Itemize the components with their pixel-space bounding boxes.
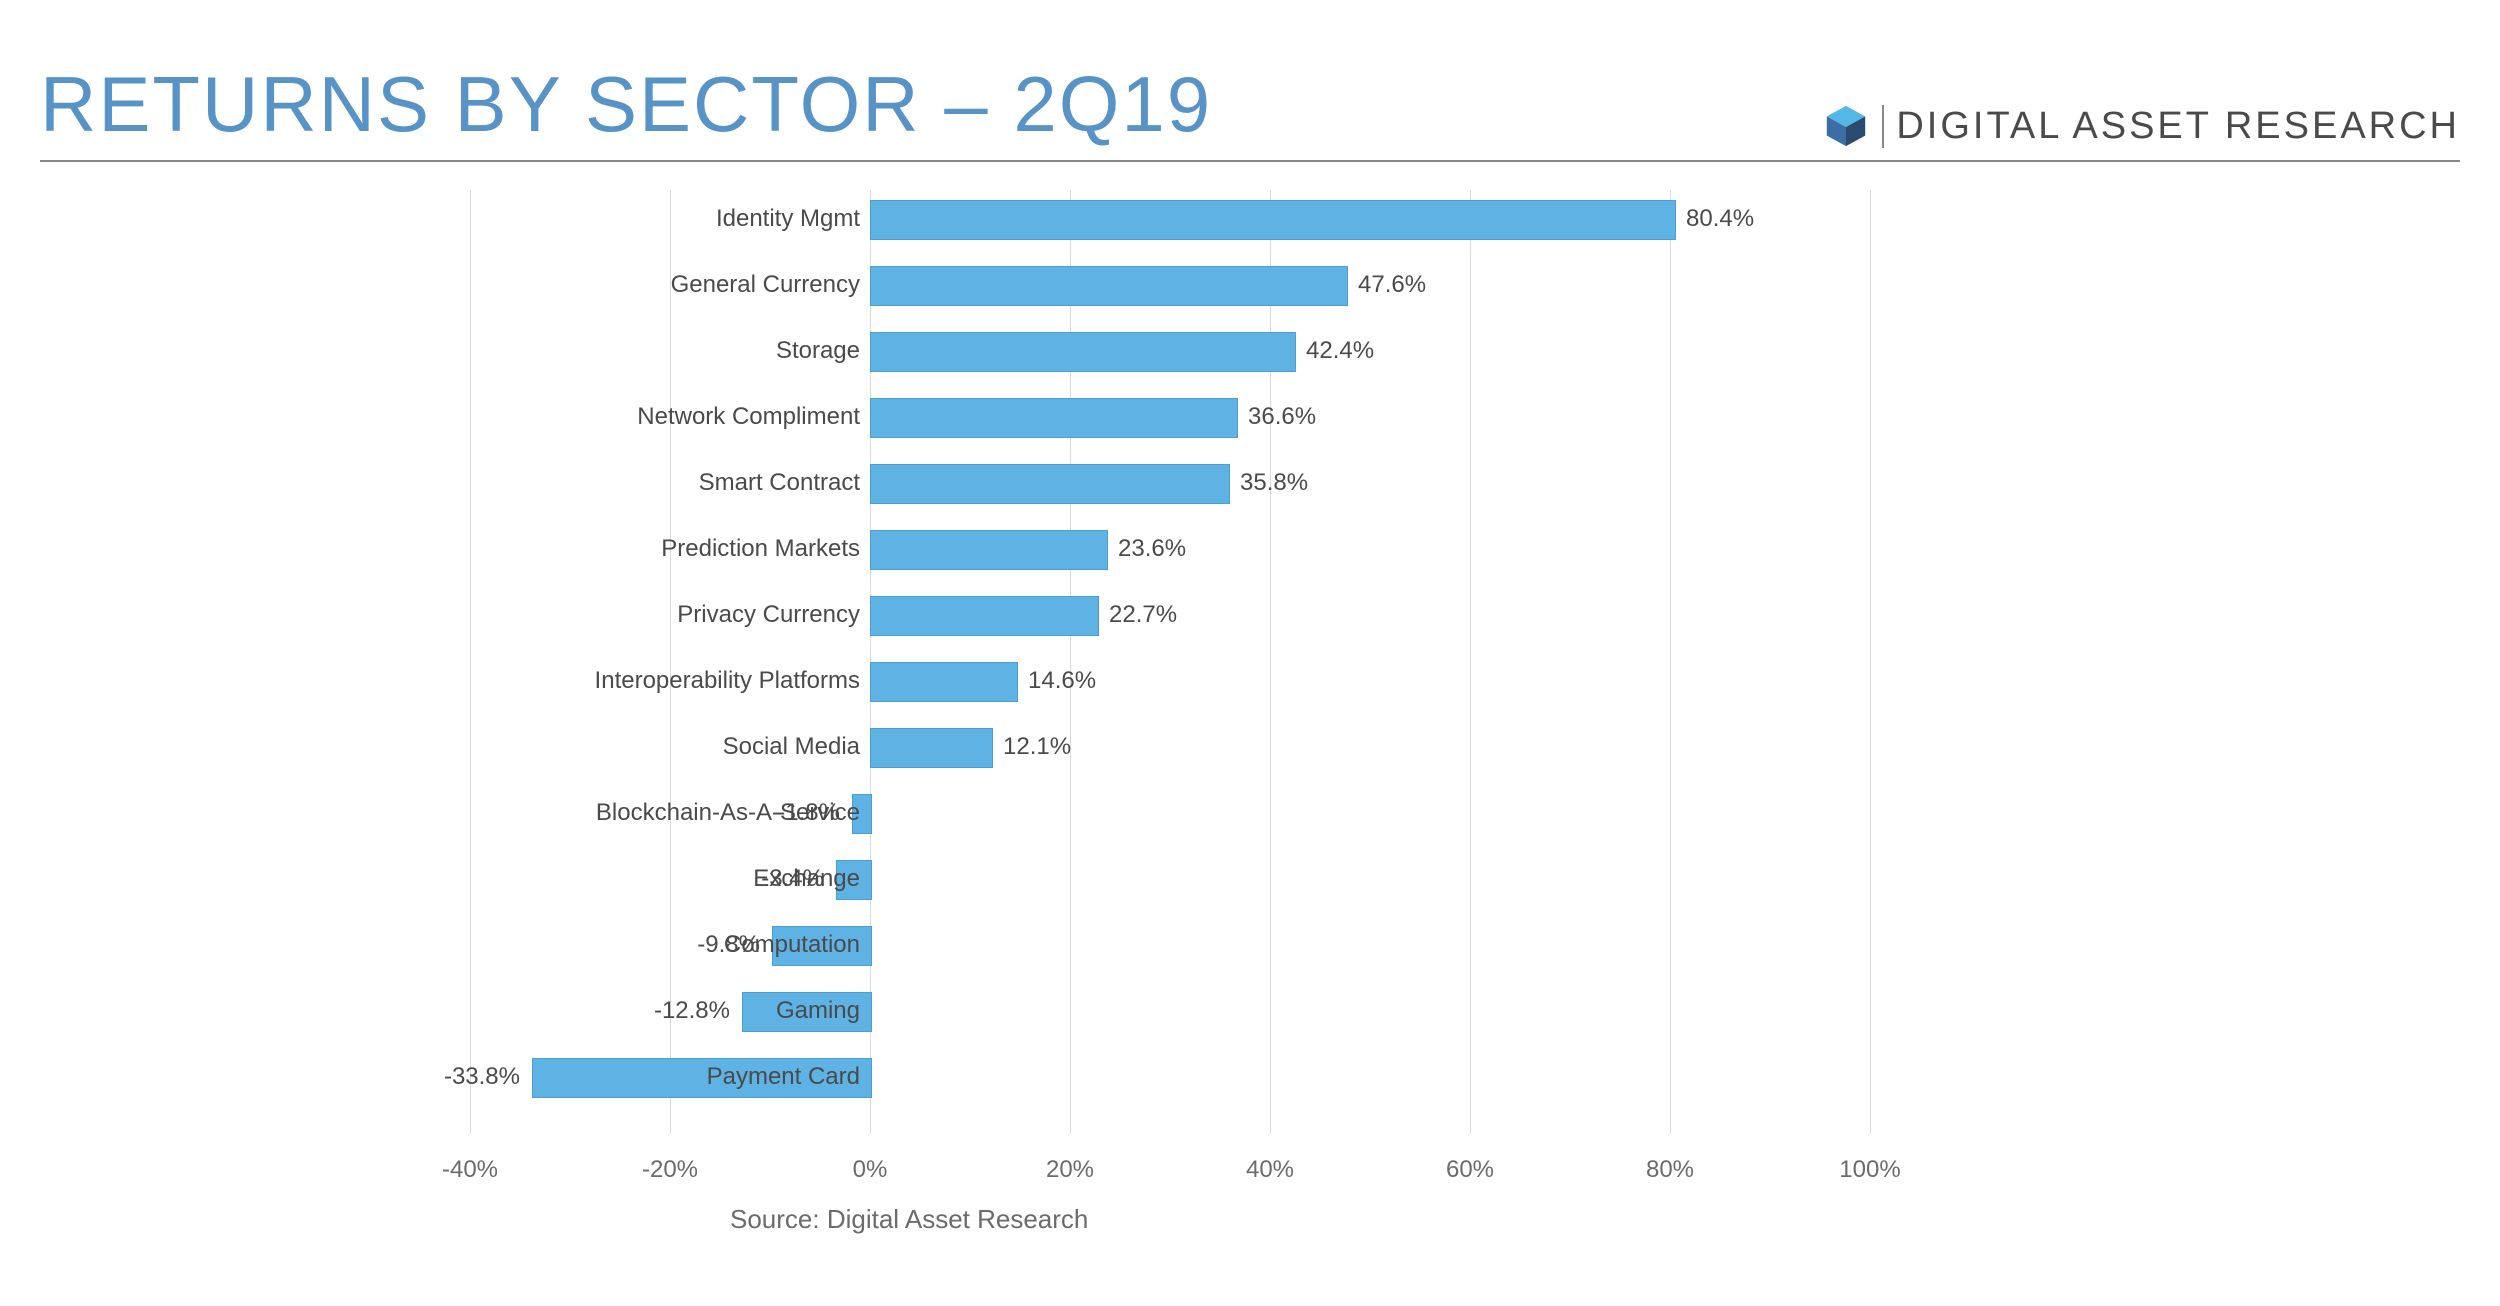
chart-row: Interoperability Platforms 14.6% [470, 662, 1870, 700]
chart-row: Payment Card-33.8% [470, 1058, 1870, 1096]
chart-category-label: Interoperability Platforms [595, 667, 860, 695]
chart-bar [870, 464, 1230, 504]
chart-row: Storage 42.4% [470, 332, 1870, 370]
chart-value-label: -33.8% [444, 1063, 520, 1091]
cube-logo-icon [1822, 102, 1870, 150]
chart-bar [870, 728, 993, 768]
chart-x-tick-label: 100% [1839, 1156, 1900, 1184]
chart-category-label: Network Compliment [637, 403, 860, 431]
chart-row: Identity Mgmt 80.4% [470, 200, 1870, 238]
chart-value-label: -9.8% [697, 931, 760, 959]
slide-header: RETURNS BY SECTOR – 2Q19 DIGITAL ASSET R… [40, 30, 2460, 162]
chart-x-tick-label: -20% [642, 1156, 698, 1184]
brand: DIGITAL ASSET RESEARCH [1822, 102, 2460, 150]
chart-x-tick-label: 40% [1246, 1156, 1294, 1184]
returns-chart: -40%-20%0%20%40%60%80%100%Identity Mgmt8… [470, 190, 1870, 1184]
chart-value-label: 80.4% [1686, 205, 1754, 233]
chart-bar [870, 200, 1676, 240]
chart-row: Computation-9.8% [470, 926, 1870, 964]
chart-bar [870, 530, 1108, 570]
chart-row: General Currency 47.6% [470, 266, 1870, 304]
chart-row: Prediction Markets 23.6% [470, 530, 1870, 568]
source-text: Source: Digital Asset Research [730, 1204, 1088, 1235]
chart-category-label: Smart Contract [699, 469, 860, 497]
chart-category-label: Storage [776, 337, 860, 365]
chart-row: Network Compliment 36.6% [470, 398, 1870, 436]
brand-text: DIGITAL ASSET RESEARCH [1882, 105, 2460, 148]
chart-gridline [1870, 190, 1871, 1134]
chart-value-label: 47.6% [1358, 271, 1426, 299]
chart-category-label: Payment Card [707, 1063, 860, 1091]
chart-bar [870, 596, 1099, 636]
chart-x-tick-label: 60% [1446, 1156, 1494, 1184]
page-title: RETURNS BY SECTOR – 2Q19 [40, 59, 1212, 150]
chart-bar [870, 398, 1238, 438]
chart-bar [870, 662, 1018, 702]
chart-row: Privacy Currency 22.7% [470, 596, 1870, 634]
chart-category-label: Prediction Markets [661, 535, 860, 563]
chart-value-label: 22.7% [1109, 601, 1177, 629]
chart-value-label: 14.6% [1028, 667, 1096, 695]
chart-row: Smart Contract 35.8% [470, 464, 1870, 502]
slide: RETURNS BY SECTOR – 2Q19 DIGITAL ASSET R… [0, 0, 2500, 1306]
chart-value-label: 36.6% [1248, 403, 1316, 431]
chart-row: Exchange-3.4% [470, 860, 1870, 898]
chart-x-tick-label: -40% [442, 1156, 498, 1184]
chart-bar [870, 266, 1348, 306]
chart-value-label: -3.4% [761, 865, 824, 893]
chart-row: Blockchain-As-A-Service-1.8% [470, 794, 1870, 832]
chart-x-tick-label: 20% [1046, 1156, 1094, 1184]
chart-value-label: 35.8% [1240, 469, 1308, 497]
chart-value-label: -12.8% [654, 997, 730, 1025]
chart-value-label: 42.4% [1306, 337, 1374, 365]
chart-x-tick-label: 80% [1646, 1156, 1694, 1184]
chart-x-tick-label: 0% [853, 1156, 888, 1184]
chart-plot-area: -40%-20%0%20%40%60%80%100%Identity Mgmt8… [470, 190, 1870, 1184]
chart-category-label: General Currency [671, 271, 860, 299]
chart-category-label: Identity Mgmt [716, 205, 860, 233]
chart-row: Social Media 12.1% [470, 728, 1870, 766]
chart-category-label: Gaming [776, 997, 860, 1025]
chart-category-label: Social Media [723, 733, 860, 761]
chart-value-label: 12.1% [1003, 733, 1071, 761]
chart-value-label: -1.8% [777, 799, 840, 827]
chart-row: Gaming -12.8% [470, 992, 1870, 1030]
chart-category-label: Privacy Currency [677, 601, 860, 629]
chart-bar [870, 332, 1296, 372]
chart-value-label: 23.6% [1118, 535, 1186, 563]
